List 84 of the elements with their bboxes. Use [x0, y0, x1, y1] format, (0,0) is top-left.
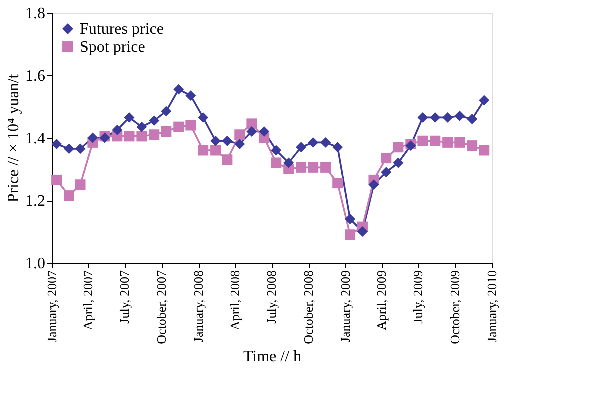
point	[357, 226, 368, 237]
point	[198, 112, 209, 123]
y-tick-label: 1.6	[26, 68, 46, 85]
point	[174, 84, 184, 95]
point	[393, 158, 404, 168]
point	[393, 142, 404, 153]
point	[332, 178, 344, 189]
x-tick-label: October, 2007	[154, 270, 170, 344]
point	[52, 139, 62, 150]
point	[368, 180, 380, 190]
point	[186, 90, 196, 102]
point	[161, 106, 172, 117]
point	[345, 214, 356, 224]
y-tick-label: 1.2	[26, 193, 46, 210]
point	[64, 144, 75, 154]
y-tick-label: 1.8	[26, 6, 46, 22]
point	[271, 158, 282, 168]
x-tick-label: January, 2010	[484, 270, 500, 343]
point	[320, 162, 332, 173]
point	[467, 114, 478, 124]
point	[52, 174, 62, 186]
point	[381, 167, 392, 178]
point	[454, 137, 466, 148]
x-tick-label: July, 2008	[264, 270, 280, 324]
point	[75, 144, 86, 154]
point	[210, 136, 222, 146]
point	[222, 154, 233, 166]
point	[467, 140, 478, 152]
x-tick-label: January, 2009	[338, 270, 353, 343]
point	[75, 180, 86, 190]
point	[454, 110, 466, 122]
point	[442, 137, 454, 148]
point	[308, 162, 319, 173]
point	[136, 122, 148, 132]
point	[174, 122, 184, 132]
point	[149, 116, 160, 126]
x-tick-label: April, 2007	[80, 270, 96, 330]
point	[259, 126, 270, 137]
point	[320, 137, 332, 148]
point	[271, 145, 282, 156]
x-tick-label: July, 2009	[410, 270, 426, 324]
point	[88, 132, 98, 144]
x-tick-label: July, 2007	[117, 270, 132, 324]
x-tick-label: April, 2009	[374, 270, 390, 330]
point	[124, 131, 135, 142]
x-tick-label: April, 2008	[228, 270, 243, 330]
point	[64, 190, 75, 202]
point	[381, 153, 392, 164]
point	[246, 118, 258, 130]
point	[149, 130, 160, 140]
point	[418, 112, 428, 123]
x-axis-title: Time // h	[243, 348, 302, 366]
point	[479, 95, 490, 106]
point	[234, 139, 246, 150]
x-tick-label: October, 2009	[448, 270, 463, 344]
point	[112, 124, 123, 136]
point	[430, 136, 441, 146]
x-tick-label: January, 2007	[44, 270, 60, 343]
point	[296, 162, 307, 173]
point	[418, 136, 428, 146]
point	[430, 112, 441, 123]
point	[246, 126, 258, 137]
point	[136, 131, 148, 142]
point	[198, 145, 209, 156]
point	[210, 145, 222, 156]
point	[186, 120, 196, 131]
point	[345, 230, 356, 240]
y-tick-label: 1.0	[26, 256, 46, 272]
point	[308, 137, 319, 148]
point	[234, 130, 246, 140]
y-tick-label: 1.4	[26, 130, 46, 148]
point	[332, 142, 344, 153]
point	[296, 142, 307, 153]
legend-label: Futures price	[80, 21, 164, 38]
y-axis-title: Price // × 10⁴ yuan/t	[6, 74, 22, 203]
point	[222, 136, 233, 146]
point	[161, 126, 172, 137]
point	[284, 158, 294, 168]
x-tick-label: October, 2008	[301, 270, 316, 344]
point	[124, 112, 135, 123]
legend-label: Spot price	[80, 39, 146, 56]
x-tick-label: January, 2008	[191, 270, 206, 343]
point	[442, 112, 454, 123]
point	[479, 145, 490, 156]
